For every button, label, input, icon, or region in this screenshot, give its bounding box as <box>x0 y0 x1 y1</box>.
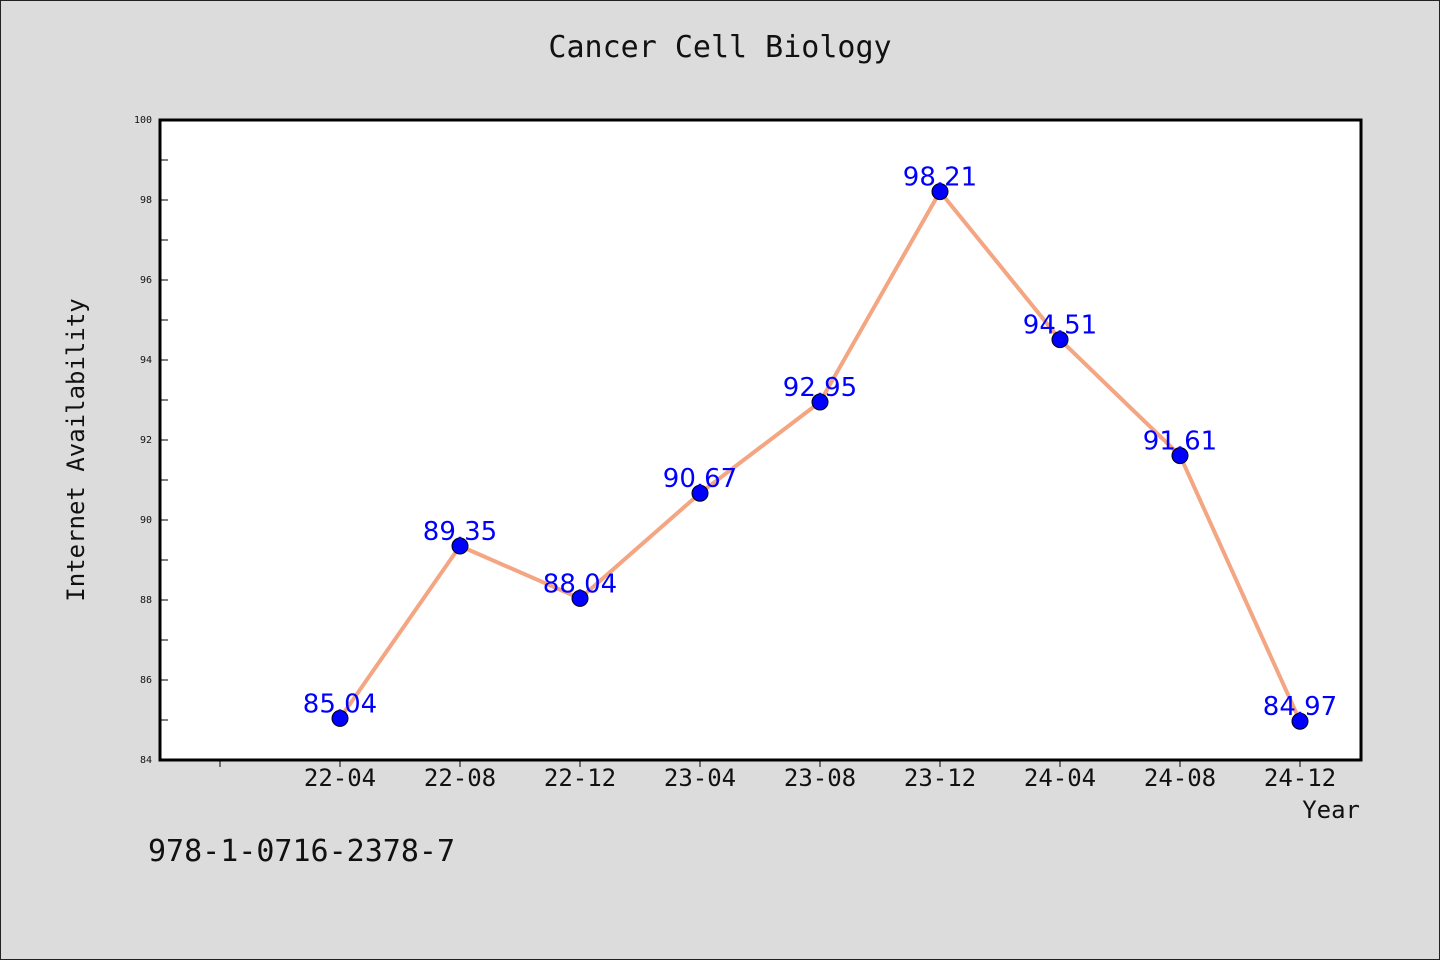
data-point <box>1051 331 1069 349</box>
data-label: 88.04 <box>543 569 617 599</box>
x-tick-label: 23-08 <box>784 764 856 792</box>
y-tick-label: 86 <box>140 675 152 686</box>
x-tick-label: 22-12 <box>544 764 616 792</box>
x-tick-label: 24-12 <box>1264 764 1336 792</box>
data-label: 85.04 <box>303 689 377 719</box>
y-tick-label: 90 <box>140 515 152 526</box>
data-label: 91.61 <box>1143 427 1217 457</box>
y-tick-label: 94 <box>140 355 152 366</box>
y-tick-label: 100 <box>134 115 152 126</box>
x-tick-label: 22-08 <box>424 764 496 792</box>
data-label: 90.67 <box>663 464 737 494</box>
data-point <box>1291 712 1309 730</box>
y-tick-label: 92 <box>140 435 152 446</box>
x-axis-label: Year <box>1302 796 1360 824</box>
data-label: 92.95 <box>783 373 857 403</box>
x-tick-label: 24-08 <box>1144 764 1216 792</box>
chart-title: Cancer Cell Biology <box>548 30 892 65</box>
data-point <box>691 484 709 502</box>
data-point <box>331 709 349 727</box>
data-point <box>571 589 589 607</box>
x-tick-label: 23-04 <box>664 764 736 792</box>
y-tick-label: 98 <box>140 195 152 206</box>
data-point <box>811 393 829 411</box>
data-label: 94.51 <box>1023 311 1097 341</box>
y-axis-label: Internet Availability <box>62 298 90 602</box>
data-point <box>1171 447 1189 465</box>
isbn-text: 978-1-0716-2378-7 <box>148 834 456 869</box>
x-tick-label: 23-12 <box>904 764 976 792</box>
data-point <box>451 537 469 555</box>
y-tick-label: 96 <box>140 275 152 286</box>
y-tick-label: 88 <box>140 595 152 606</box>
y-tick-label: 84 <box>140 755 152 766</box>
plot-background <box>158 118 1363 762</box>
x-tick-label: 24-04 <box>1024 764 1096 792</box>
data-label: 89.35 <box>423 517 497 547</box>
x-tick-label: 22-04 <box>304 764 376 792</box>
data-label: 98.21 <box>903 163 977 193</box>
data-label: 84.97 <box>1263 692 1337 722</box>
data-point <box>931 183 949 201</box>
